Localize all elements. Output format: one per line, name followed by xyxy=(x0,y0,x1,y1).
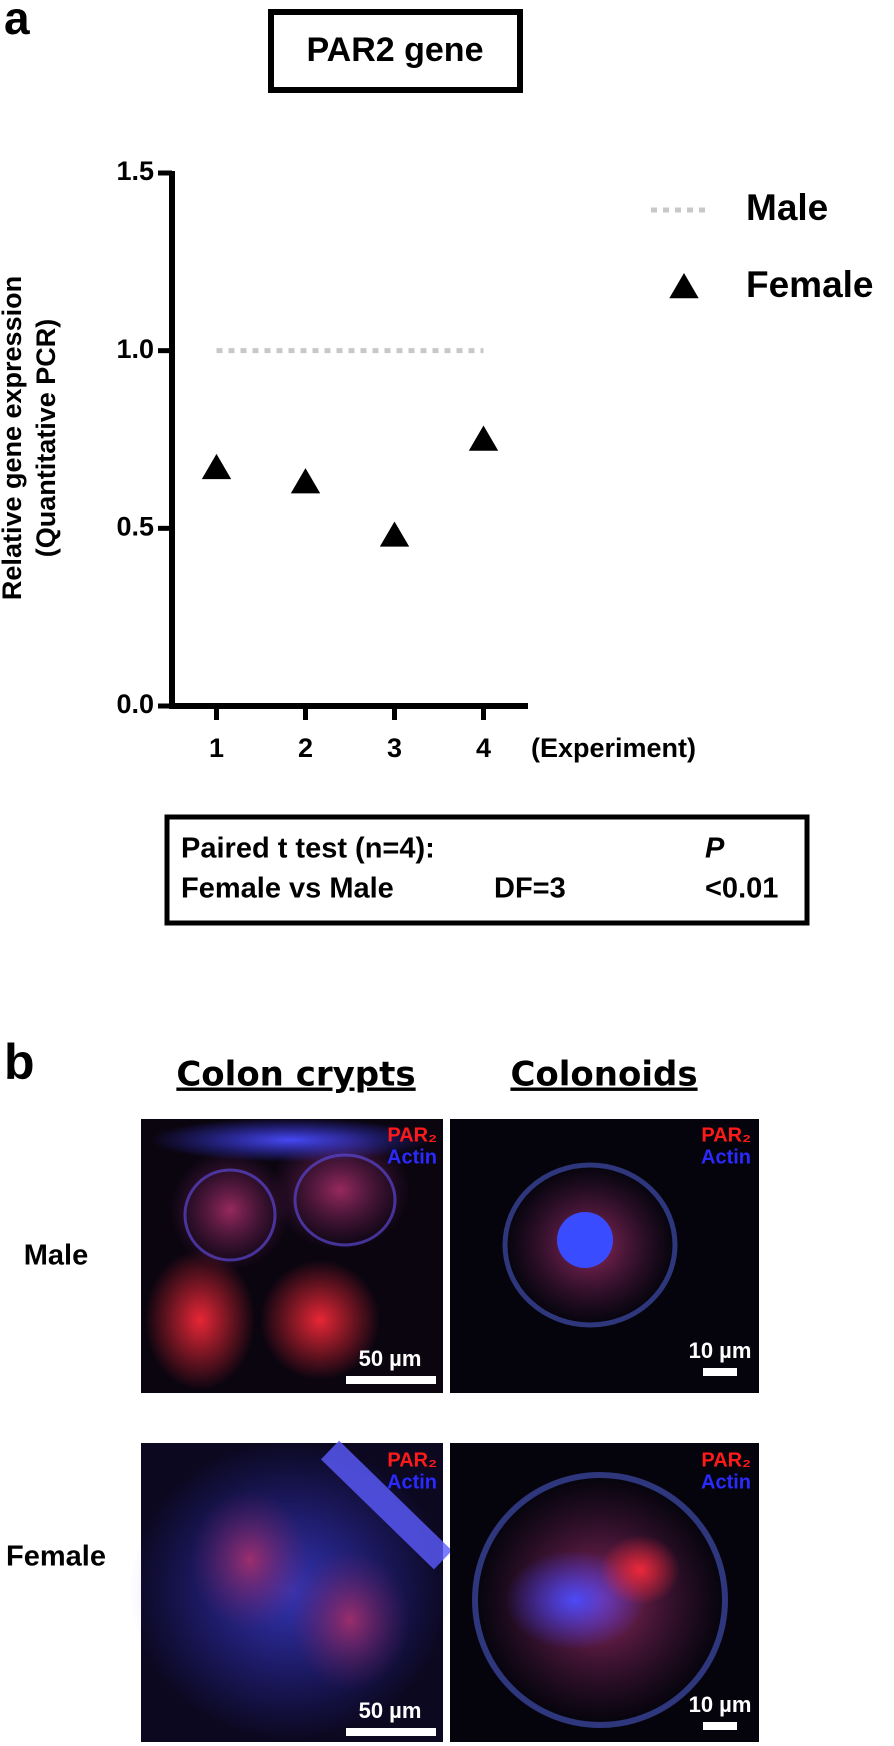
stats-comparison: Female vs Male xyxy=(181,873,394,905)
channel-label: Actin xyxy=(701,1146,751,1168)
stats-p-header: P xyxy=(705,833,725,865)
data-point xyxy=(201,453,232,480)
scale-bar xyxy=(346,1728,436,1736)
stats-p-value: <0.01 xyxy=(705,873,778,905)
x-tick-label: 2 xyxy=(298,733,313,763)
stats-box xyxy=(164,814,810,926)
y-tick-label: 0.0 xyxy=(116,689,154,719)
scale-bar-label: 50 µm xyxy=(359,1698,422,1723)
panel-label: b xyxy=(4,1034,35,1090)
stats-test: Paired t test (n=4): xyxy=(181,833,435,865)
x-tick-label: 3 xyxy=(387,733,402,763)
column-heading: Colonoids xyxy=(510,1055,697,1095)
chart-title: PAR2 gene xyxy=(307,31,484,69)
scale-bar xyxy=(703,1722,737,1730)
channel-label: Actin xyxy=(387,1471,437,1493)
scale-bar-label: 10 µm xyxy=(689,1692,752,1717)
scale-bar-label: 10 µm xyxy=(689,1338,752,1363)
row-label: Female xyxy=(6,1541,106,1573)
panel-label: a xyxy=(4,0,30,44)
micrograph xyxy=(130,1440,453,1742)
legend-label: Male xyxy=(746,187,828,228)
micrograph xyxy=(450,1119,759,1393)
x-tick-label: 4 xyxy=(476,733,491,763)
column-heading: Colon crypts xyxy=(176,1055,415,1095)
y-tick-label: 0.5 xyxy=(116,511,154,541)
channel-label: PAR₂ xyxy=(387,1124,437,1146)
y-axis-label: Relative gene expression xyxy=(0,276,27,600)
channel-label: PAR₂ xyxy=(701,1449,751,1471)
stats-df: DF=3 xyxy=(494,873,566,905)
channel-label: Actin xyxy=(387,1146,437,1168)
data-point xyxy=(468,425,499,451)
row-label: Male xyxy=(24,1240,88,1272)
scale-bar xyxy=(703,1368,737,1376)
y-tick-label: 1.0 xyxy=(116,334,154,364)
channel-label: Actin xyxy=(701,1471,751,1493)
plot: 0.0 0.5 1.0 1.5 1 2 3 4 (Experiment) Relative gen… xyxy=(0,156,874,763)
data-point xyxy=(379,521,410,547)
title-box xyxy=(268,9,523,93)
x-axis-label: (Experiment) xyxy=(531,733,696,763)
y-tick-label: 1.5 xyxy=(116,156,154,186)
channel-label: PAR₂ xyxy=(701,1124,751,1146)
y-axis-label: (Quantitative PCR) xyxy=(31,319,61,558)
micrograph xyxy=(450,1443,759,1742)
micrograph xyxy=(141,1118,443,1393)
x-tick-label: 1 xyxy=(209,733,224,763)
legend-label: Female xyxy=(746,264,874,305)
data-point xyxy=(290,468,321,494)
channel-label: PAR₂ xyxy=(387,1449,437,1471)
scale-bar xyxy=(346,1376,436,1384)
scale-bar-label: 50 µm xyxy=(359,1346,422,1371)
legend-swatch xyxy=(669,273,699,299)
